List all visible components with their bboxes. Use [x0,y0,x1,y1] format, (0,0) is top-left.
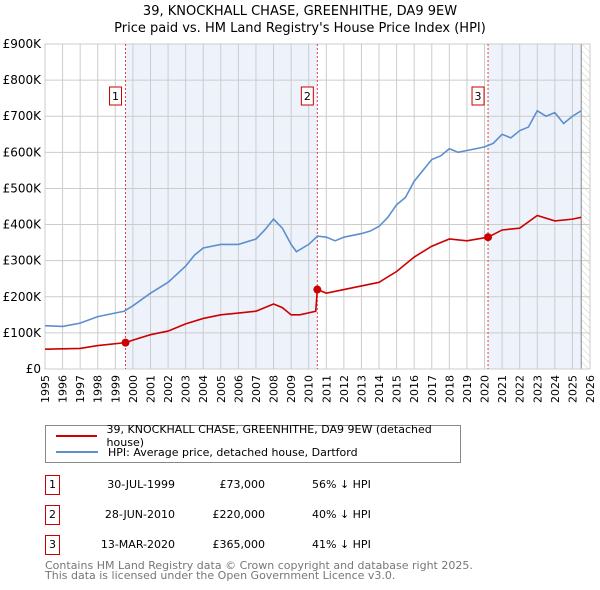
shade-band [125,44,318,369]
sale-date: 30-JUL-1999 [107,478,175,491]
x-tick-label: 2004 [197,375,210,403]
sale-price: £365,000 [212,538,266,551]
x-tick-label: 2003 [180,375,193,403]
sale-marker: 1 [45,475,60,495]
x-tick-label: 1996 [57,375,70,403]
x-tick-label: 2019 [461,375,474,403]
footer-line: Contains HM Land Registry data © Crown c… [45,559,473,572]
x-tick-label: 2023 [531,375,544,403]
x-tick-label: 2012 [338,375,351,403]
x-tick-label: 2016 [408,375,421,403]
sale-hpi: 56% ↓ HPI [312,478,371,491]
x-tick-label: 2022 [514,375,527,403]
x-tick-label: 2000 [127,375,140,403]
x-tick-label: 2005 [215,375,228,403]
sale-marker: 2 [45,505,60,525]
x-tick-label: 2026 [584,375,597,403]
sale-marker: 3 [45,535,60,555]
x-tick-label: 2014 [373,375,386,403]
x-tick-label: 2020 [479,375,492,403]
x-tick-label: 2017 [426,375,439,403]
chart-title: 39, KNOCKHALL CHASE, GREENHITHE, DA9 9EW [142,4,458,19]
x-tick-label: 2006 [232,375,245,403]
x-tick-label: 1998 [92,375,105,403]
sale-price: £73,000 [219,478,266,491]
x-tick-label: 2007 [250,375,263,403]
sale-date: 28-JUN-2010 [104,508,175,521]
y-tick-label: £0 [26,362,41,376]
sale-row: 1 30-JUL-1999 £73,000 56% ↓ HPI [45,475,465,495]
legend-label: HPI: Average price, detached house, Dart… [108,445,358,459]
x-tick-label: 2011 [320,375,333,403]
sale-row: 3 13-MAR-2020 £365,000 41% ↓ HPI [45,535,465,555]
y-tick-label: £600K [3,145,43,159]
sale-point [484,233,493,242]
x-tick-label: 2015 [391,375,404,403]
series-line [44,109,582,328]
x-tick-label: 2008 [268,375,281,403]
x-tick-label: 2021 [496,375,509,403]
shade-band [488,44,582,369]
y-tick-label: £300K [3,254,43,268]
y-tick-label: £200K [3,290,43,304]
y-tick-label: £900K [3,37,43,51]
y-tick-label: £400K [3,218,43,232]
footer: Contains HM Land Registry data © Crown c… [45,559,473,582]
sale-label: 1 [112,90,119,103]
x-tick-label: 2024 [549,375,562,403]
x-tick-label: 2002 [162,375,175,403]
footer-line: This data is licensed under the Open Gov… [45,569,396,582]
sale-label-box [300,86,314,106]
chart-subtitle: Price paid vs. HM Land Registry's House … [114,21,486,36]
x-tick-label: 2001 [144,375,157,403]
sale-point [121,338,130,347]
sale-hpi: 40% ↓ HPI [312,508,371,521]
legend: 39, KNOCKHALL CHASE, GREENHITHE, DA9 9EW… [45,423,461,463]
x-tick-label: 1995 [39,375,52,403]
y-tick-label: £800K [3,73,43,87]
legend-swatch [56,451,98,453]
x-tick-label: 1999 [109,375,122,403]
sale-label: 3 [475,90,482,103]
sale-hpi: 41% ↓ HPI [312,538,371,551]
legend-swatch [56,435,97,437]
x-tick-label: 2013 [355,375,368,403]
future-hatch [581,44,590,369]
sale-label-box [109,86,123,106]
y-tick-label: £500K [3,181,43,195]
sale-label-box [471,86,485,106]
y-tick-label: £100K [3,326,43,340]
series-line [44,214,582,350]
legend-item-property: 39, KNOCKHALL CHASE, GREENHITHE, DA9 9EW… [56,423,460,449]
sale-point [313,285,322,294]
x-tick-label: 2018 [443,375,456,403]
legend-label: 39, KNOCKHALL CHASE, GREENHITHE, DA9 9EW… [106,423,432,449]
y-tick-label: £700K [3,109,43,123]
sale-price: £220,000 [212,508,266,521]
x-tick-label: 2010 [303,375,316,403]
x-tick-label: 2009 [285,375,298,403]
legend-item-hpi: HPI: Average price, detached house, Dart… [56,444,358,460]
sale-row: 2 28-JUN-2010 £220,000 40% ↓ HPI [45,505,465,525]
sale-label: 2 [304,90,311,103]
plot: 1995 1996 1997 1998 1999 2000 2001 2002 2003 2004… [3,37,597,403]
x-tick-label: 2025 [566,375,579,403]
sale-date: 13-MAR-2020 [100,538,175,551]
x-tick-label: 1997 [74,375,87,403]
